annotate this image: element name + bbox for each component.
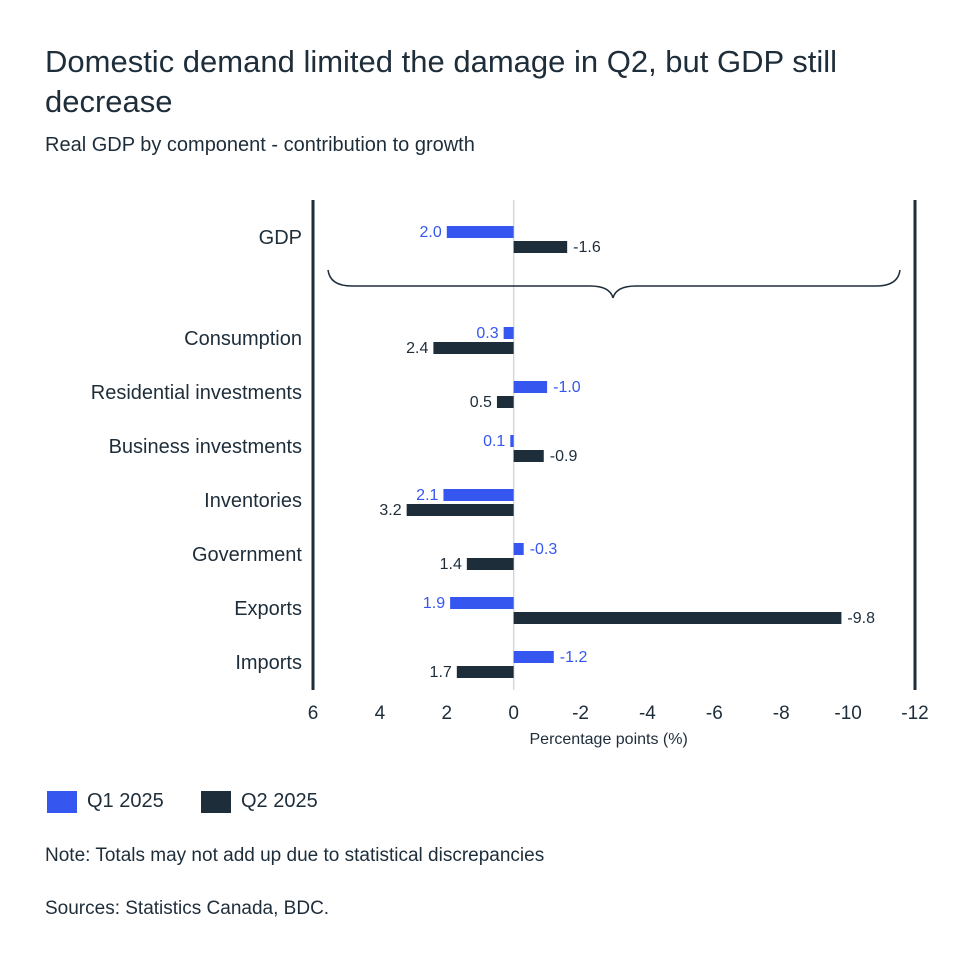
category-label: Inventories (204, 490, 302, 512)
legend-swatch-q1 (47, 790, 77, 813)
value-label: 1.9 (423, 595, 445, 612)
value-label: 2.4 (406, 340, 428, 357)
x-tick-label: -4 (639, 703, 656, 724)
legend-item-q1: Q1 2025 (47, 790, 164, 813)
value-label: -0.9 (550, 448, 578, 465)
x-tick-label: -10 (834, 703, 861, 724)
bar-q1 (450, 597, 514, 609)
category-label: Consumption (184, 328, 302, 350)
legend-label-q2: Q2 2025 (241, 790, 318, 812)
x-tick-label: -12 (901, 703, 928, 724)
bar-q1 (443, 489, 514, 501)
bar-q1 (513, 651, 554, 663)
bar-q1 (503, 327, 514, 339)
bar-q1 (513, 381, 548, 393)
brace (327, 269, 901, 299)
category-label: Business investments (109, 436, 302, 458)
bar-q1 (510, 435, 514, 447)
bar-q2 (406, 504, 514, 516)
chart-subtitle: Real GDP by component - contribution to … (45, 134, 475, 156)
category-label: Residential investments (91, 382, 302, 404)
legend-label-q1: Q1 2025 (87, 790, 164, 812)
chart-note: Note: Totals may not add up due to stati… (45, 845, 545, 866)
value-label: -1.2 (560, 649, 588, 666)
value-label: 0.1 (483, 433, 505, 450)
chart-sources: Sources: Statistics Canada, BDC. (45, 898, 330, 919)
x-axis-title: Percentage points (%) (530, 731, 688, 748)
bar-q2 (456, 666, 514, 678)
value-label: -0.3 (530, 541, 558, 558)
x-tick-label: 4 (375, 703, 386, 724)
bar-q2 (466, 558, 514, 570)
value-label: 1.4 (440, 556, 462, 573)
x-tick-label: -2 (572, 703, 589, 724)
value-label: -9.8 (847, 610, 875, 627)
value-label: -1.0 (553, 379, 581, 396)
x-tick-label: 6 (308, 703, 319, 724)
value-label: 3.2 (379, 502, 401, 519)
category-label: Exports (234, 598, 302, 620)
x-tick-label: -8 (773, 703, 790, 724)
x-tick-label: -6 (706, 703, 723, 724)
value-label: 1.7 (430, 664, 452, 681)
x-tick-label: 0 (508, 703, 519, 724)
bar-q2 (513, 450, 544, 462)
bar-q2 (513, 241, 568, 253)
value-label: -1.6 (573, 239, 601, 256)
value-label: 2.1 (416, 487, 438, 504)
bar-q2 (513, 612, 842, 624)
legend-swatch-q2 (201, 790, 231, 813)
value-label: 0.5 (470, 394, 492, 411)
x-tick-label: 2 (441, 703, 452, 724)
category-label: Government (192, 544, 302, 566)
bar-q1 (446, 226, 514, 238)
bar-q2 (496, 396, 514, 408)
value-label: 2.0 (420, 224, 442, 241)
value-label: 0.3 (476, 325, 498, 342)
bar-q1 (513, 543, 524, 555)
chart-title: Domestic demand limited the damage in Q2… (45, 44, 838, 119)
category-label: Imports (235, 652, 302, 674)
bar-q2 (433, 342, 514, 354)
legend-item-q2: Q2 2025 (201, 790, 318, 813)
category-label: GDP (259, 227, 302, 249)
